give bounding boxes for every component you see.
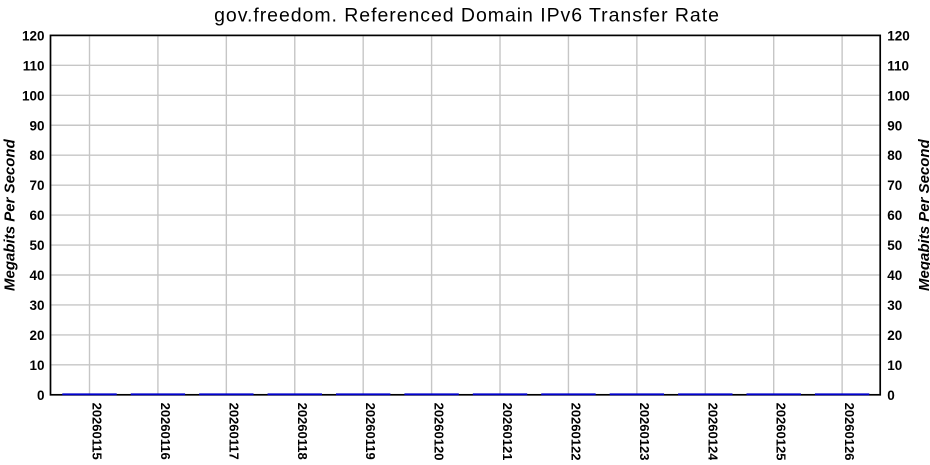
svg-text:60: 60 [887, 208, 902, 223]
svg-text:20260121: 20260121 [500, 403, 515, 460]
svg-text:Megabits Per Second: Megabits Per Second [916, 138, 930, 291]
svg-text:20260120: 20260120 [432, 403, 447, 460]
svg-text:20260119: 20260119 [363, 403, 378, 460]
svg-text:20: 20 [887, 328, 902, 343]
svg-text:40: 40 [887, 268, 902, 283]
svg-text:20260122: 20260122 [568, 403, 583, 460]
svg-text:100: 100 [22, 88, 45, 103]
svg-text:80: 80 [887, 148, 902, 163]
svg-text:20260115: 20260115 [90, 403, 105, 460]
svg-text:50: 50 [887, 238, 902, 253]
svg-text:20260126: 20260126 [842, 403, 857, 460]
svg-text:40: 40 [29, 268, 44, 283]
svg-text:80: 80 [29, 148, 44, 163]
svg-text:90: 90 [887, 118, 902, 133]
svg-text:100: 100 [887, 88, 910, 103]
svg-text:50: 50 [29, 238, 44, 253]
svg-text:60: 60 [29, 208, 44, 223]
svg-text:20260125: 20260125 [774, 403, 789, 460]
svg-text:70: 70 [29, 178, 44, 193]
svg-text:70: 70 [887, 178, 902, 193]
svg-text:Megabits Per Second: Megabits Per Second [2, 138, 19, 291]
svg-text:90: 90 [29, 118, 44, 133]
svg-text:gov.freedom. Referenced Domain: gov.freedom. Referenced Domain IPv6 Tran… [214, 5, 720, 27]
svg-text:110: 110 [887, 58, 909, 73]
svg-text:20260123: 20260123 [637, 403, 652, 460]
svg-text:20260118: 20260118 [295, 403, 310, 460]
svg-text:20260116: 20260116 [158, 403, 173, 460]
svg-text:20260124: 20260124 [705, 403, 720, 460]
svg-text:110: 110 [23, 58, 45, 73]
svg-text:120: 120 [22, 28, 45, 43]
svg-text:20: 20 [29, 328, 44, 343]
svg-text:30: 30 [29, 298, 44, 313]
svg-text:30: 30 [887, 298, 902, 313]
svg-text:120: 120 [887, 28, 910, 43]
svg-text:10: 10 [887, 358, 902, 373]
svg-text:0: 0 [37, 388, 45, 403]
svg-text:0: 0 [887, 388, 895, 403]
svg-text:10: 10 [29, 358, 44, 373]
svg-text:20260117: 20260117 [226, 403, 241, 460]
